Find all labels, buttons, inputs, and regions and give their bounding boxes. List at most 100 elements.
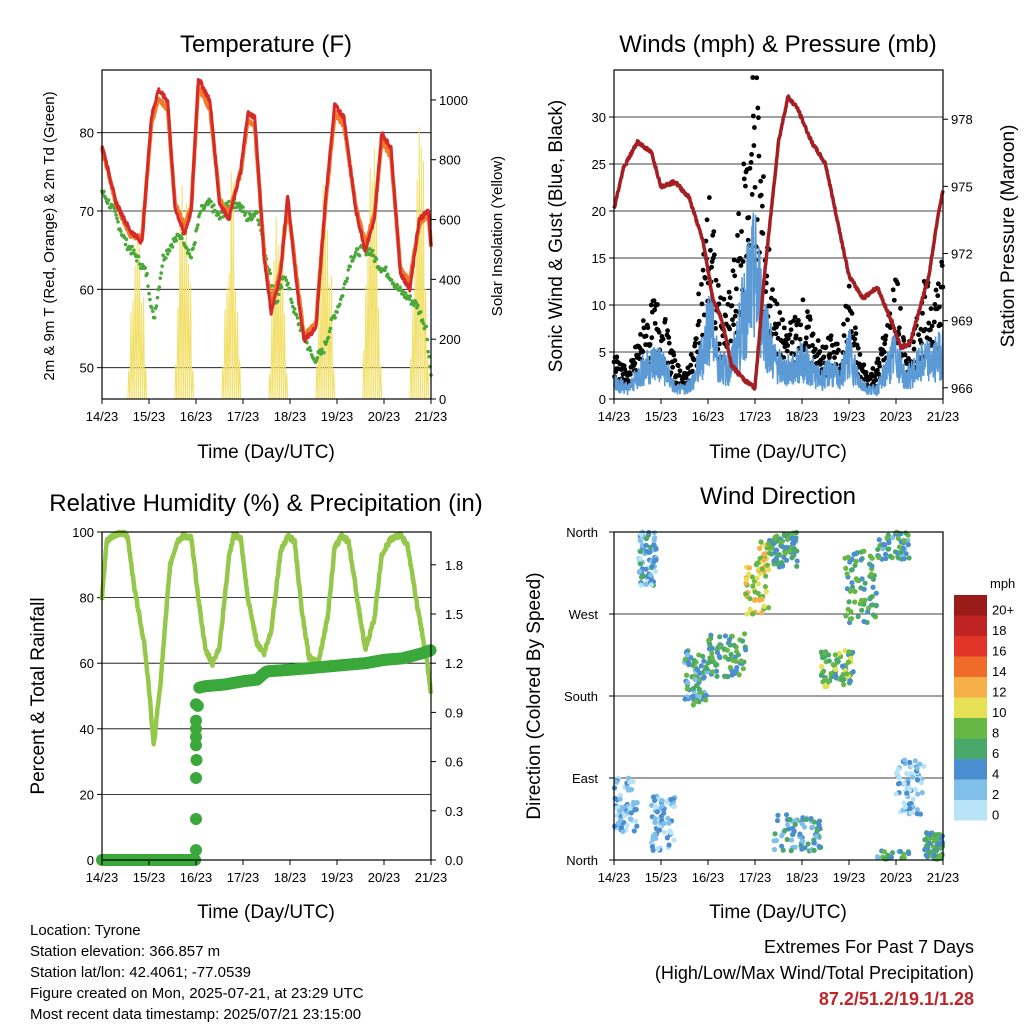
colorbar-label: 4	[992, 766, 999, 781]
direction-point	[759, 566, 765, 572]
dewpoint-point	[326, 335, 331, 340]
direction-point	[726, 637, 733, 643]
x-tick-label: 21/23	[927, 409, 960, 424]
direction-point	[739, 638, 746, 644]
plot-frame	[101, 531, 432, 861]
y2-tick-label: 0.0	[445, 853, 463, 868]
dewpoint-point	[403, 291, 408, 295]
dewpoint-point	[368, 247, 372, 251]
direction-point	[655, 846, 661, 852]
direction-point	[811, 840, 817, 846]
direction-point	[696, 652, 702, 658]
colorbar-swatch	[954, 677, 987, 698]
direction-point	[750, 583, 756, 589]
y2-tick-label: 0.6	[445, 755, 463, 770]
direction-point	[765, 605, 772, 611]
gust-point	[651, 298, 657, 304]
dewpoint-point	[353, 253, 357, 258]
gust-point	[784, 348, 790, 354]
direction-point	[914, 777, 921, 783]
dewpoint-point	[407, 297, 412, 301]
gust-point	[645, 325, 651, 331]
direction-point	[779, 833, 785, 839]
gust-point	[883, 333, 889, 339]
direction-point	[747, 606, 753, 612]
direction-point	[755, 590, 761, 597]
gust-point	[713, 325, 718, 331]
direction-point	[908, 810, 914, 816]
direction-point	[932, 832, 938, 838]
direction-point	[789, 555, 795, 561]
y2-tick-label: 975	[951, 179, 973, 194]
direction-point	[728, 651, 734, 657]
dewpoint-point	[150, 309, 155, 314]
direction-point	[772, 534, 778, 541]
direction-point	[691, 657, 697, 664]
y-tick-label: 60	[80, 282, 94, 297]
y-tick-label: South	[564, 689, 598, 704]
direction-point	[617, 808, 623, 814]
direction-point	[725, 656, 732, 662]
direction-point	[881, 849, 887, 855]
gust-point	[710, 232, 716, 238]
direction-point	[637, 568, 643, 574]
direction-point	[819, 663, 825, 669]
direction-point	[627, 779, 633, 785]
dewpoint-point	[124, 237, 129, 242]
dewpoint-point	[105, 201, 110, 206]
dewpoint-point	[421, 321, 426, 326]
direction-point	[649, 802, 655, 808]
gust-point	[926, 320, 932, 326]
gust-point	[743, 183, 748, 189]
x-tick-label: 15/23	[133, 870, 166, 885]
direction-point	[651, 535, 658, 541]
direction-point	[656, 827, 663, 833]
dewpoint-point	[128, 247, 132, 251]
y-tick-label: 15	[592, 251, 606, 266]
gust-point	[803, 335, 809, 341]
gust-point	[708, 247, 713, 253]
y-tick-label: 80	[80, 591, 94, 606]
direction-point	[624, 822, 630, 829]
direction-point	[746, 571, 752, 577]
y2-tick-label: 972	[951, 247, 973, 262]
gust-point	[812, 346, 818, 352]
direction-point	[638, 582, 644, 588]
gust-point	[787, 332, 793, 338]
direction-point	[903, 530, 909, 536]
colorbar-label: 18	[992, 623, 1006, 638]
y-tick-label: 30	[592, 110, 606, 125]
direction-point	[707, 642, 713, 648]
direction-point	[751, 597, 758, 603]
direction-point	[921, 763, 927, 769]
gust-point	[832, 355, 837, 360]
precip-point	[190, 731, 202, 743]
gust-point	[891, 297, 897, 303]
direction-point	[627, 816, 633, 822]
gust-point	[881, 349, 887, 355]
dewpoint-point	[218, 215, 223, 220]
dewpoint-point	[256, 218, 260, 222]
y2-tick-label: 1.2	[445, 656, 463, 671]
y-tick-label: West	[569, 607, 599, 622]
dewpoint-point	[152, 315, 157, 320]
dewpoint-point	[279, 285, 284, 290]
direction-point	[859, 607, 865, 613]
dewpoint-point	[241, 205, 245, 209]
gust-point	[730, 317, 735, 323]
direction-point	[934, 847, 940, 853]
direction-title: Wind Direction	[700, 483, 856, 510]
gust-point	[662, 316, 668, 322]
y2-tick-label: 969	[951, 314, 973, 329]
gust-point	[817, 349, 823, 354]
direction-point	[822, 677, 828, 683]
precip-point	[190, 739, 202, 752]
dewpoint-point	[147, 291, 151, 296]
gust-point	[929, 323, 935, 329]
direction-point	[648, 582, 654, 588]
x-tick-label: 17/23	[227, 870, 260, 885]
y-tick-label: 20	[80, 787, 94, 802]
direction-point	[845, 606, 851, 612]
direction-point	[631, 828, 637, 834]
dewpoint-point	[284, 278, 289, 283]
